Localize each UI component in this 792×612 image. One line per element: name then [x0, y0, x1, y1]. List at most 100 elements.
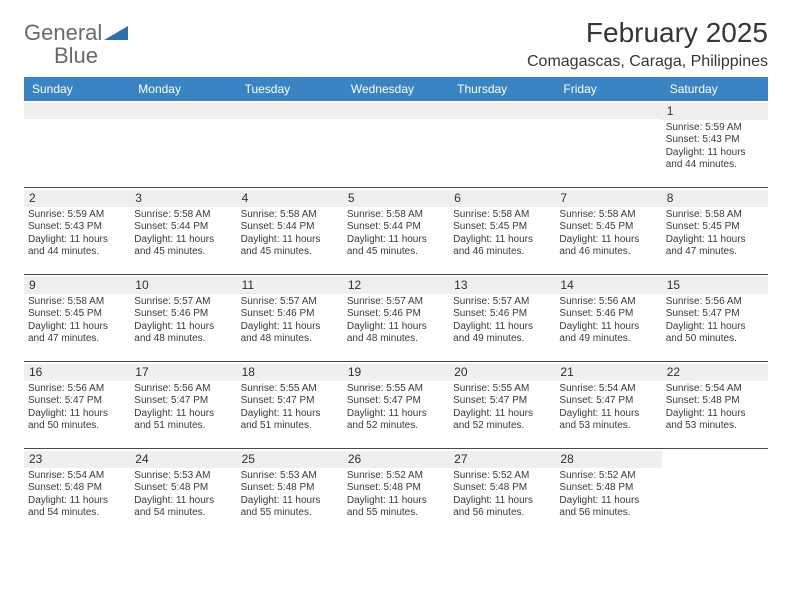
sunset-text: Sunset: 5:47 PM	[134, 395, 232, 408]
sunrise-text: Sunrise: 5:55 AM	[241, 383, 339, 396]
sunset-text: Sunset: 5:45 PM	[559, 221, 657, 234]
day-number: 28	[555, 451, 661, 468]
calendar-day-cell: 17Sunrise: 5:56 AMSunset: 5:47 PMDayligh…	[130, 362, 236, 448]
dow-monday: Monday	[130, 77, 236, 101]
sunset-text: Sunset: 5:46 PM	[559, 308, 657, 321]
empty-daynum-bar	[237, 103, 343, 119]
day-number: 12	[343, 277, 449, 294]
calendar-day-cell: 15Sunrise: 5:56 AMSunset: 5:47 PMDayligh…	[662, 275, 768, 361]
sunset-text: Sunset: 5:43 PM	[28, 221, 126, 234]
sunset-text: Sunset: 5:45 PM	[28, 308, 126, 321]
calendar-day-cell: 18Sunrise: 5:55 AMSunset: 5:47 PMDayligh…	[237, 362, 343, 448]
sunrise-text: Sunrise: 5:54 AM	[666, 383, 764, 396]
day-number: 21	[555, 364, 661, 381]
calendar-day-cell: 23Sunrise: 5:54 AMSunset: 5:48 PMDayligh…	[24, 449, 130, 535]
day-number: 4	[237, 190, 343, 207]
day-number: 23	[24, 451, 130, 468]
calendar-empty-cell	[555, 101, 661, 187]
calendar-day-cell: 11Sunrise: 5:57 AMSunset: 5:46 PMDayligh…	[237, 275, 343, 361]
sunrise-text: Sunrise: 5:59 AM	[28, 209, 126, 222]
sunset-text: Sunset: 5:44 PM	[241, 221, 339, 234]
day-number: 14	[555, 277, 661, 294]
calendar-day-cell: 2Sunrise: 5:59 AMSunset: 5:43 PMDaylight…	[24, 188, 130, 274]
day-number: 16	[24, 364, 130, 381]
calendar-day-cell: 6Sunrise: 5:58 AMSunset: 5:45 PMDaylight…	[449, 188, 555, 274]
day-number: 10	[130, 277, 236, 294]
empty-daynum-bar	[555, 103, 661, 119]
calendar-day-cell: 14 Sunrise: 5:56 AMSunset: 5:46 PMDayligh…	[555, 275, 661, 361]
title-block: February 2025 Comagascas, Caraga, Philip…	[527, 18, 768, 71]
calendar-day-cell: 7Sunrise: 5:58 AMSunset: 5:45 PMDaylight…	[555, 188, 661, 274]
sunset-text: Sunset: 5:46 PM	[241, 308, 339, 321]
calendar-empty-cell	[237, 101, 343, 187]
sunrise-text: Sunrise: 5:59 AM	[666, 122, 764, 135]
dow-thursday: Thursday	[449, 77, 555, 101]
day-number: 2	[24, 190, 130, 207]
brand-logo: General Blue	[24, 22, 128, 68]
sunrise-text: Sunrise: 5:56 AM	[559, 296, 657, 309]
sunset-text: Sunset: 5:43 PM	[666, 134, 764, 147]
sunrise-text: Sunrise: 5:58 AM	[134, 209, 232, 222]
daylight-text: Daylight: 11 hours and 53 minutes.	[666, 408, 764, 433]
daylight-text: Daylight: 11 hours and 49 minutes.	[559, 321, 657, 346]
sunrise-text: Sunrise: 5:53 AM	[134, 470, 232, 483]
sunset-text: Sunset: 5:45 PM	[666, 221, 764, 234]
sunrise-text: Sunrise: 5:56 AM	[666, 296, 764, 309]
calendar-day-cell: 26Sunrise: 5:52 AMSunset: 5:48 PMDayligh…	[343, 449, 449, 535]
sunrise-text: Sunrise: 5:52 AM	[347, 470, 445, 483]
day-number: 1	[662, 103, 768, 120]
empty-daynum-bar	[130, 103, 236, 119]
calendar-day-cell: 12Sunrise: 5:57 AMSunset: 5:46 PMDayligh…	[343, 275, 449, 361]
daylight-text: Daylight: 11 hours and 47 minutes.	[28, 321, 126, 346]
page-header: General Blue February 2025 Comagascas, C…	[24, 18, 768, 71]
day-number: 5	[343, 190, 449, 207]
daylight-text: Daylight: 11 hours and 47 minutes.	[666, 234, 764, 259]
calendar-day-cell: 4Sunrise: 5:58 AMSunset: 5:44 PMDaylight…	[237, 188, 343, 274]
sunrise-text: Sunrise: 5:55 AM	[347, 383, 445, 396]
calendar-day-cell: 19Sunrise: 5:55 AMSunset: 5:47 PMDayligh…	[343, 362, 449, 448]
daylight-text: Daylight: 11 hours and 51 minutes.	[241, 408, 339, 433]
day-number: 3	[130, 190, 236, 207]
day-number: 11	[237, 277, 343, 294]
calendar-day-cell: 9Sunrise: 5:58 AMSunset: 5:45 PMDaylight…	[24, 275, 130, 361]
dow-wednesday: Wednesday	[343, 77, 449, 101]
sunset-text: Sunset: 5:48 PM	[347, 482, 445, 495]
calendar-day-cell: 20Sunrise: 5:55 AMSunset: 5:47 PMDayligh…	[449, 362, 555, 448]
sunset-text: Sunset: 5:47 PM	[241, 395, 339, 408]
sunset-text: Sunset: 5:46 PM	[134, 308, 232, 321]
sunset-text: Sunset: 5:45 PM	[453, 221, 551, 234]
sunrise-text: Sunrise: 5:58 AM	[559, 209, 657, 222]
day-number: 8	[662, 190, 768, 207]
sunrise-text: Sunrise: 5:57 AM	[134, 296, 232, 309]
sunset-text: Sunset: 5:46 PM	[453, 308, 551, 321]
daylight-text: Daylight: 11 hours and 50 minutes.	[28, 408, 126, 433]
dow-tuesday: Tuesday	[237, 77, 343, 101]
calendar-day-cell: 8Sunrise: 5:58 AMSunset: 5:45 PMDaylight…	[662, 188, 768, 274]
sunset-text: Sunset: 5:47 PM	[666, 308, 764, 321]
day-number: 22	[662, 364, 768, 381]
empty-daynum-bar	[449, 103, 555, 119]
day-number: 6	[449, 190, 555, 207]
daylight-text: Daylight: 11 hours and 44 minutes.	[666, 147, 764, 172]
daylight-text: Daylight: 11 hours and 45 minutes.	[134, 234, 232, 259]
calendar-day-cell: 1 Sunrise: 5:59 AMSunset: 5:43 PMDaylight…	[662, 101, 768, 187]
day-number: 17	[130, 364, 236, 381]
day-number: 24	[130, 451, 236, 468]
sunset-text: Sunset: 5:48 PM	[28, 482, 126, 495]
brand-word1: General	[24, 20, 102, 45]
month-title: February 2025	[527, 18, 768, 49]
day-number: 9	[24, 277, 130, 294]
daylight-text: Daylight: 11 hours and 54 minutes.	[134, 495, 232, 520]
calendar-grid: 1Sunrise: 5:59 AMSunset: 5:43 PMDaylight…	[24, 101, 768, 535]
day-number: 19	[343, 364, 449, 381]
brand-word2: Blue	[54, 43, 98, 68]
calendar-day-cell: 16Sunrise: 5:56 AMSunset: 5:47 PMDayligh…	[24, 362, 130, 448]
sunrise-text: Sunrise: 5:53 AM	[241, 470, 339, 483]
sunset-text: Sunset: 5:44 PM	[134, 221, 232, 234]
daylight-text: Daylight: 11 hours and 48 minutes.	[134, 321, 232, 346]
daylight-text: Daylight: 11 hours and 55 minutes.	[241, 495, 339, 520]
sunset-text: Sunset: 5:48 PM	[134, 482, 232, 495]
sunrise-text: Sunrise: 5:52 AM	[559, 470, 657, 483]
daylight-text: Daylight: 11 hours and 55 minutes.	[347, 495, 445, 520]
sunrise-text: Sunrise: 5:58 AM	[453, 209, 551, 222]
